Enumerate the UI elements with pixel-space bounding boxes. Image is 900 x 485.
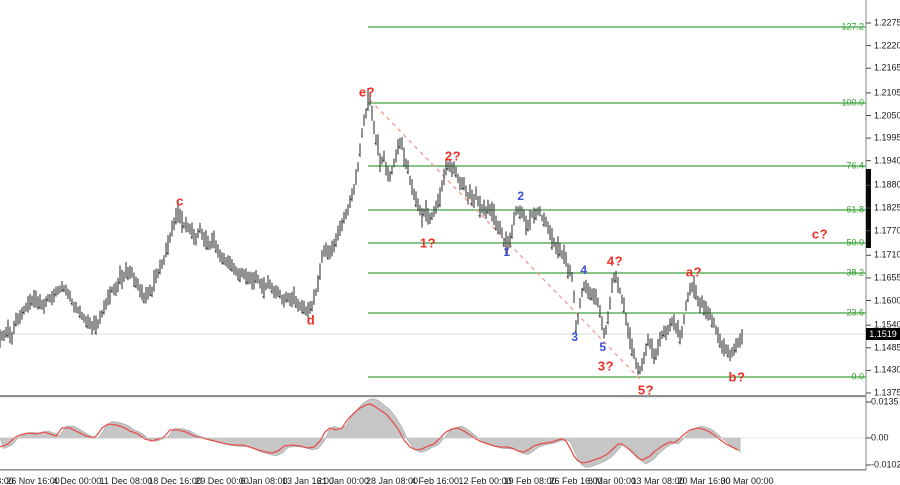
oscillator-area: [0, 398, 741, 468]
wave-label-3[interactable]: 3: [571, 330, 579, 344]
wave-label-1q[interactable]: 1?: [419, 235, 437, 251]
time-axis-label: 26 Nov 16:00: [6, 476, 60, 485]
fib-level-label: 0.0: [851, 371, 864, 382]
time-axis-label: 21 Jan 00:00: [316, 476, 370, 485]
price-axis-label: 1.1375: [874, 387, 900, 398]
panel-separator-bottom: [0, 469, 866, 471]
fib-level-label: 50.0: [846, 237, 864, 248]
time-axis-label: 19 Feb 08:00: [503, 476, 557, 485]
indicator-axis-label: -0.01026: [871, 459, 900, 470]
price-axis-label: 1.2050: [874, 110, 900, 120]
price-axis-label: 1.2220: [874, 40, 900, 51]
wave-label-2[interactable]: 2: [517, 189, 525, 203]
current-price-badge: 1.1519: [866, 328, 900, 340]
time-axis-label: 13 Mar 08:00: [631, 476, 685, 485]
price-axis-label: 1.1710: [874, 249, 900, 260]
wave-label-1[interactable]: 1: [503, 245, 511, 259]
fib-level-label: 23.6: [846, 307, 864, 318]
wave-label-eq[interactable]: e?: [358, 84, 376, 100]
wave-label-c[interactable]: c: [176, 193, 184, 209]
fibonacci-lines: [368, 26, 866, 378]
price-axis-label: 1.2165: [874, 62, 900, 73]
time-axis-label: 8:00: [0, 476, 14, 485]
time-axis-label: 20 Mar 16:00: [677, 476, 731, 485]
time-axis-label: 30 Mar 00:00: [720, 476, 774, 485]
fib-level-label: 61.8: [846, 204, 864, 215]
price-axis-label: 1.1485: [874, 342, 900, 353]
panel-separator-top: [0, 395, 866, 398]
time-axis-label: 6 Jan 08:00: [240, 476, 288, 485]
price-axis-label: 1.2105: [874, 87, 900, 98]
time-axis-label: 6 Mar 00:00: [587, 476, 637, 485]
price-axis-label: 1.1770: [874, 225, 900, 236]
wave-label-2q[interactable]: 2?: [444, 148, 462, 164]
wave-label-bq[interactable]: b?: [728, 369, 746, 385]
wave-label-4q[interactable]: 4?: [606, 253, 624, 269]
price-axis-label: 1.1825: [874, 202, 900, 213]
time-axis-label: 13 Jan 16:00: [281, 476, 335, 485]
time-axis-label: 28 Jan 08:00: [365, 476, 419, 485]
time-axis-label: 29 Dec 00:00: [195, 476, 249, 485]
price-axis-label: 1.1940: [874, 155, 900, 166]
price-axis-ticks: [866, 22, 871, 466]
fib-level-label: 38.2: [846, 267, 864, 278]
wave-label-4[interactable]: 4: [580, 263, 588, 277]
wave-label-5q[interactable]: 5?: [637, 382, 655, 398]
wave-label-d[interactable]: d: [306, 312, 316, 328]
time-axis-label: 4 Dec 00:00: [52, 476, 102, 485]
time-axis-label: 18 Dec 16:00: [148, 476, 202, 485]
price-bars: [0, 88, 743, 375]
price-axis-label: 1.1995: [874, 132, 900, 143]
time-axis-label: 26 Feb 16:00: [549, 476, 603, 485]
price-axis-label: 1.1655: [874, 272, 900, 283]
indicator-axis-label: 0.0135: [871, 396, 899, 407]
time-axis-label: 11 Dec 08:00: [99, 476, 153, 485]
wave-label-5[interactable]: 5: [599, 340, 607, 354]
price-axis-label: 1.1540: [874, 319, 900, 330]
oscillator-signal-line: [0, 403, 739, 464]
price-axis-label: 1.1430: [874, 364, 900, 375]
wave-label-aq[interactable]: a?: [685, 264, 703, 280]
wave-label-3q[interactable]: 3?: [597, 358, 615, 374]
time-axis-label: 12 Feb 00:00: [458, 476, 512, 485]
fib-level-label: 100.0: [841, 97, 864, 108]
wave-label-cq[interactable]: c?: [811, 226, 829, 242]
time-axis-label: 4 Feb 16:00: [410, 476, 460, 485]
fib-level-label: 76.4: [846, 160, 864, 171]
indicator-axis-label: 0.00: [871, 432, 889, 443]
price-axis-label: 1.2275: [874, 17, 900, 28]
fib-level-label: 127.2: [841, 21, 864, 32]
price-axis-label: 1.1880: [874, 179, 900, 190]
price-axis-label: 1.1600: [874, 295, 900, 305]
